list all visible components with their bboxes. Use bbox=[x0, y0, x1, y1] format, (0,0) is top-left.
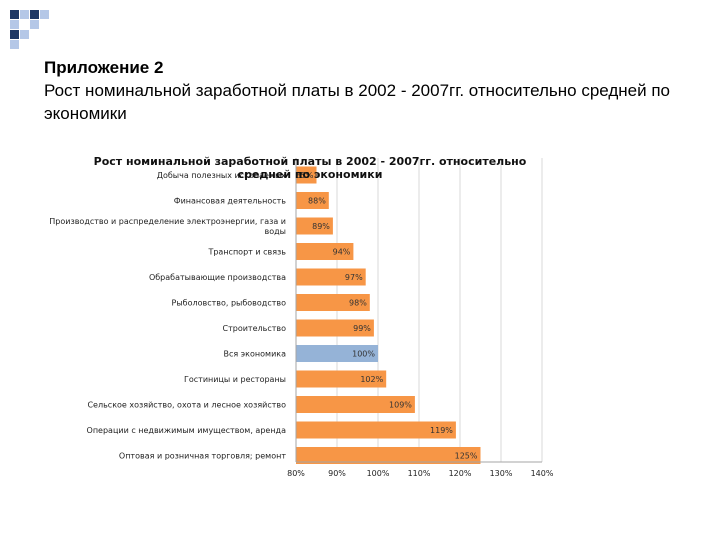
bar bbox=[296, 268, 366, 286]
bar bbox=[296, 447, 481, 464]
bar-value-label: 89% bbox=[312, 222, 330, 231]
bar bbox=[296, 294, 370, 311]
bar-value-label: 109% bbox=[389, 401, 412, 410]
bar-value-label: 125% bbox=[455, 452, 478, 461]
category-label: Оптовая и розничная торговля; ремонт bbox=[119, 452, 286, 461]
decor-square bbox=[20, 10, 29, 19]
bar bbox=[296, 217, 333, 235]
x-tick-label: 110% bbox=[408, 469, 431, 478]
bar bbox=[296, 396, 415, 413]
category-label: Финансовая деятельность bbox=[174, 197, 287, 206]
slide-heading-line2: Рост номинальной заработной платы в 2002… bbox=[44, 81, 671, 123]
category-label: Вся экономика bbox=[224, 350, 287, 359]
x-tick-label: 80% bbox=[287, 469, 305, 478]
category-label: Сельское хозяйство, охота и лесное хозяй… bbox=[87, 401, 286, 410]
decor-square bbox=[10, 10, 19, 19]
chart-title-line2: средней по экономики bbox=[237, 168, 383, 181]
decor-square bbox=[10, 20, 19, 29]
category-label: Обрабатывающие производства bbox=[149, 273, 286, 282]
bar bbox=[296, 243, 354, 260]
chart-title-line1: Рост номинальной заработной платы в 2002… bbox=[93, 155, 527, 168]
category-label: Добыча полезных ископаемых bbox=[157, 171, 287, 180]
bar-value-label: 99% bbox=[353, 324, 371, 333]
category-label: Рыболовство, рыбоводство bbox=[172, 299, 287, 308]
slide-heading-line1: Приложение 2 bbox=[44, 58, 164, 77]
category-label: Операции с недвижимым имуществом, аренда bbox=[87, 426, 287, 435]
bar-value-label: 98% bbox=[349, 299, 367, 308]
bar-value-label: 100% bbox=[352, 350, 375, 359]
x-tick-label: 140% bbox=[531, 469, 554, 478]
decor-square bbox=[40, 10, 49, 19]
category-label: Производство и распределение электроэнер… bbox=[49, 217, 286, 236]
bar bbox=[296, 166, 317, 184]
x-tick-label: 100% bbox=[367, 469, 390, 478]
decor-square bbox=[30, 20, 39, 29]
bar bbox=[296, 192, 329, 209]
decor-square bbox=[20, 30, 29, 39]
x-tick-label: 120% bbox=[449, 469, 472, 478]
bar-value-label: 119% bbox=[430, 426, 453, 435]
bar bbox=[296, 345, 378, 362]
bar bbox=[296, 319, 374, 337]
bar bbox=[296, 421, 456, 439]
chart-title: Рост номинальной заработной платы в 2002… bbox=[60, 155, 560, 181]
decor-square bbox=[10, 30, 19, 39]
category-label: Гостиницы и рестораны bbox=[184, 375, 286, 384]
category-label: Строительство bbox=[223, 324, 287, 333]
bar bbox=[296, 370, 387, 388]
bar-value-label: 85% bbox=[296, 171, 314, 180]
bar-value-label: 88% bbox=[308, 197, 326, 206]
bar-value-label: 97% bbox=[345, 273, 363, 282]
bar-value-label: 102% bbox=[360, 375, 383, 384]
x-tick-label: 130% bbox=[490, 469, 513, 478]
bar-value-label: 94% bbox=[333, 248, 351, 257]
decor-square bbox=[30, 10, 39, 19]
category-label: Транспорт и связь bbox=[207, 248, 286, 257]
x-tick-label: 90% bbox=[328, 469, 346, 478]
slide-heading: Приложение 2 Рост номинальной заработной… bbox=[44, 56, 704, 125]
decor-square bbox=[10, 40, 19, 49]
